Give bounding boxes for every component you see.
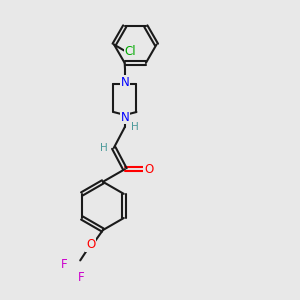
Text: H: H (130, 122, 138, 132)
Text: Cl: Cl (124, 45, 136, 58)
Text: N: N (121, 76, 129, 89)
Text: H: H (100, 143, 108, 153)
Text: O: O (144, 163, 153, 176)
Text: F: F (77, 271, 84, 284)
Text: F: F (61, 258, 67, 271)
Text: N: N (121, 110, 129, 124)
Text: O: O (86, 238, 95, 251)
